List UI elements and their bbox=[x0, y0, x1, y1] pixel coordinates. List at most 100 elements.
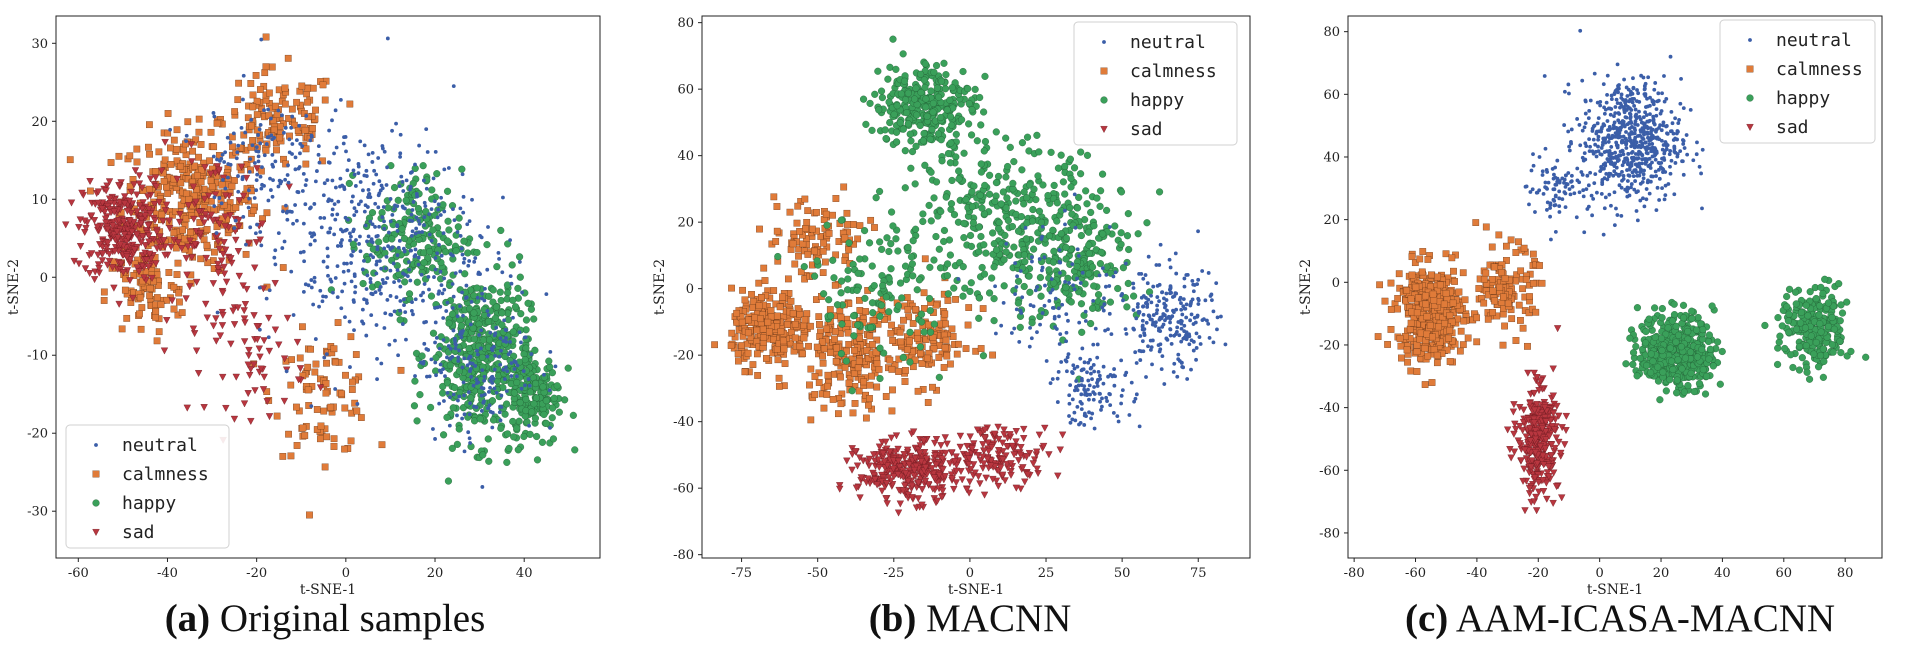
data-point-calmness bbox=[734, 350, 742, 358]
data-point-neutral bbox=[414, 215, 419, 220]
data-point-calmness bbox=[123, 314, 131, 322]
data-point-calmness bbox=[794, 202, 802, 210]
data-point-sad bbox=[173, 176, 181, 183]
data-point-sad bbox=[963, 443, 971, 450]
data-point-happy bbox=[1083, 151, 1092, 159]
data-point-neutral bbox=[1167, 257, 1172, 262]
data-point-neutral bbox=[1160, 315, 1164, 320]
data-point-neutral bbox=[351, 194, 355, 199]
data-point-neutral bbox=[373, 201, 378, 206]
data-point-happy bbox=[926, 263, 934, 271]
data-point-calmness bbox=[178, 309, 186, 316]
data-point-neutral bbox=[1154, 311, 1159, 316]
data-point-happy bbox=[885, 308, 893, 316]
data-point-neutral bbox=[438, 304, 443, 309]
data-point-calmness bbox=[930, 345, 938, 353]
data-point-neutral bbox=[452, 336, 457, 341]
data-point-happy bbox=[915, 276, 924, 284]
data-point-happy bbox=[542, 397, 550, 405]
data-point-calmness bbox=[803, 235, 810, 242]
data-point-calmness bbox=[353, 407, 361, 415]
data-point-sad bbox=[998, 439, 1007, 447]
data-point-happy bbox=[881, 126, 889, 134]
data-point-neutral bbox=[234, 156, 239, 161]
data-point-happy bbox=[990, 240, 998, 248]
data-point-neutral bbox=[383, 280, 388, 285]
data-point-sad bbox=[213, 163, 222, 171]
data-point-calmness bbox=[832, 358, 840, 365]
data-point-happy bbox=[938, 157, 946, 165]
data-point-happy bbox=[564, 364, 572, 372]
data-point-happy bbox=[923, 112, 931, 120]
data-point-sad bbox=[161, 139, 169, 146]
data-point-sad bbox=[933, 497, 942, 505]
data-point-neutral bbox=[249, 117, 254, 122]
data-point-sad bbox=[101, 215, 110, 223]
data-point-sad bbox=[212, 337, 220, 345]
series-sad bbox=[62, 139, 325, 444]
data-point-happy bbox=[985, 289, 994, 297]
data-point-sad bbox=[952, 453, 960, 461]
data-point-happy bbox=[937, 77, 946, 85]
data-point-neutral bbox=[397, 238, 402, 243]
data-point-neutral bbox=[327, 230, 332, 235]
data-point-happy bbox=[1062, 255, 1070, 263]
data-point-sad bbox=[75, 260, 83, 268]
data-point-neutral bbox=[1219, 314, 1223, 319]
data-point-sad bbox=[245, 372, 254, 379]
data-point-calmness bbox=[849, 409, 857, 417]
data-point-neutral bbox=[485, 267, 490, 272]
data-point-calmness bbox=[176, 298, 183, 306]
data-point-happy bbox=[1062, 243, 1070, 252]
data-point-sad bbox=[98, 250, 107, 258]
data-point-neutral bbox=[420, 230, 425, 234]
data-point-neutral bbox=[422, 215, 427, 220]
data-point-neutral bbox=[362, 258, 366, 263]
data-point-sad bbox=[1021, 478, 1029, 486]
data-point-calmness bbox=[922, 336, 930, 343]
data-point-happy bbox=[920, 76, 928, 84]
data-point-happy bbox=[455, 367, 463, 375]
data-point-calmness bbox=[204, 259, 212, 267]
data-point-calmness bbox=[904, 306, 912, 314]
data-point-neutral bbox=[1215, 315, 1220, 320]
data-point-neutral bbox=[1184, 273, 1189, 277]
data-point-calmness bbox=[851, 400, 859, 407]
data-point-neutral bbox=[422, 341, 427, 346]
data-point-neutral bbox=[340, 229, 345, 234]
x-axis-label: t-SNE-1 bbox=[300, 582, 356, 598]
data-point-sad bbox=[956, 432, 965, 440]
data-point-happy bbox=[975, 223, 983, 231]
data-point-calmness bbox=[888, 407, 896, 415]
data-point-neutral bbox=[383, 311, 388, 316]
data-point-calmness bbox=[854, 364, 862, 372]
data-point-happy bbox=[911, 180, 919, 188]
data-point-neutral bbox=[266, 107, 271, 112]
data-point-sad bbox=[903, 446, 912, 454]
data-point-neutral bbox=[445, 300, 450, 305]
data-point-neutral bbox=[461, 328, 465, 333]
data-point-happy bbox=[493, 263, 501, 271]
data-point-happy bbox=[524, 299, 532, 307]
data-point-neutral bbox=[413, 374, 417, 378]
data-point-neutral bbox=[1177, 333, 1182, 338]
data-point-neutral bbox=[1205, 318, 1209, 323]
data-point-neutral bbox=[410, 229, 415, 234]
x-tick-label: -20 bbox=[246, 566, 267, 581]
data-point-neutral bbox=[283, 177, 288, 182]
data-point-neutral bbox=[479, 393, 484, 398]
data-point-happy bbox=[907, 137, 915, 145]
data-point-neutral bbox=[312, 202, 317, 206]
data-point-calmness bbox=[873, 383, 881, 391]
data-point-happy bbox=[979, 352, 988, 360]
data-point-happy bbox=[1045, 232, 1054, 240]
data-point-happy bbox=[1047, 148, 1055, 156]
data-point-sad bbox=[1039, 442, 1048, 450]
data-point-sad bbox=[94, 251, 102, 259]
data-point-neutral bbox=[473, 256, 478, 260]
data-point-happy bbox=[992, 246, 1001, 254]
data-point-happy bbox=[1124, 210, 1132, 218]
data-point-neutral bbox=[527, 383, 532, 388]
data-point-sad bbox=[1022, 453, 1031, 461]
data-point-calmness bbox=[146, 150, 153, 158]
